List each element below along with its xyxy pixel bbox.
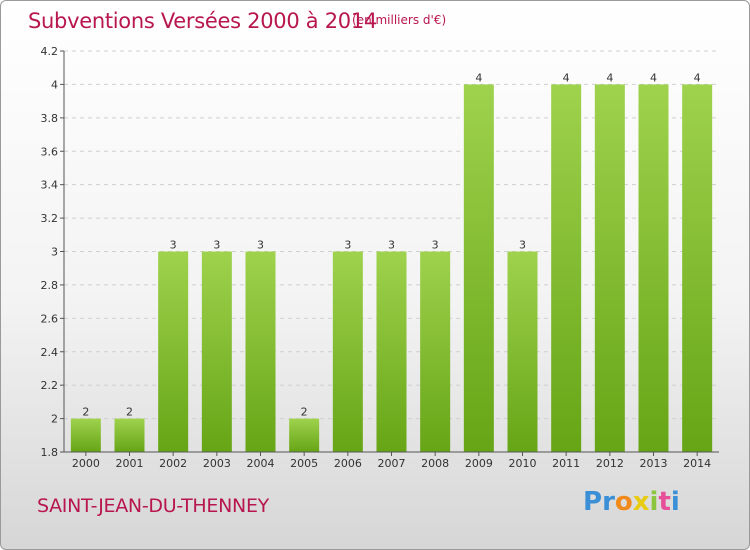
data-label: 2 (301, 406, 308, 419)
data-labels: 2 2 3 3 3 2 3 3 3 4 3 4 4 4 4 (82, 71, 700, 418)
logo-letter: i (649, 487, 659, 517)
data-label: 4 (475, 71, 482, 84)
x-axis-labels: 2000 2001 2002 2003 2004 2005 2006 2007 2008 2009… (72, 452, 711, 470)
data-label: 3 (257, 239, 264, 252)
proxiti-logo: Proxiti (583, 487, 680, 517)
data-label: 4 (606, 71, 613, 84)
bar (245, 251, 276, 452)
y-tick-label: 3.2 (41, 212, 59, 225)
logo-letter: o (614, 487, 633, 517)
chart-title: Subventions Versées 2000 à 2014 (28, 9, 377, 33)
bar (289, 418, 320, 452)
x-tick-label: 2010 (509, 457, 537, 470)
bar (638, 84, 669, 453)
x-tick-label: 2007 (378, 457, 406, 470)
logo-letter: x (632, 487, 650, 517)
bar (594, 84, 625, 453)
data-label: 3 (432, 239, 439, 252)
data-label: 4 (650, 71, 657, 84)
x-tick-label: 2013 (640, 457, 668, 470)
data-label: 2 (82, 406, 89, 419)
data-label: 2 (126, 406, 133, 419)
chart-unit: (en milliers d'€) (352, 13, 447, 27)
x-tick-label: 2004 (247, 457, 275, 470)
x-tick-label: 2003 (203, 457, 231, 470)
x-tick-label: 2008 (421, 457, 449, 470)
y-tick-label: 3.8 (41, 112, 59, 125)
bar (201, 251, 232, 452)
y-tick-label: 4 (51, 78, 58, 91)
bar (463, 84, 494, 453)
y-tick-label: 4.2 (41, 45, 59, 58)
x-tick-label: 2000 (72, 457, 100, 470)
bars (70, 84, 713, 453)
data-label: 3 (213, 239, 220, 252)
bar (551, 84, 582, 453)
logo-letter: t (658, 487, 671, 517)
x-tick-label: 2001 (116, 457, 144, 470)
x-tick-label: 2009 (465, 457, 493, 470)
x-tick-label: 2005 (290, 457, 318, 470)
y-tick-label: 1.8 (41, 446, 59, 459)
logo-letter: r (602, 487, 615, 517)
y-tick-label: 3.6 (41, 145, 59, 158)
bar (158, 251, 189, 452)
x-tick-label: 2006 (334, 457, 362, 470)
y-tick-label: 3 (51, 246, 58, 259)
bar (376, 251, 407, 452)
y-tick-label: 2.8 (41, 279, 59, 292)
bar (507, 251, 538, 452)
y-tick-label: 2.4 (41, 346, 59, 359)
y-tick-label: 2.6 (41, 312, 59, 325)
data-label: 3 (344, 239, 351, 252)
bar (682, 84, 713, 453)
y-tick-label: 2.2 (41, 379, 59, 392)
logo-letter: i (670, 487, 680, 517)
data-label: 3 (388, 239, 395, 252)
bar (420, 251, 451, 452)
y-tick-label: 3.4 (41, 179, 59, 192)
y-tick-label: 2 (51, 413, 58, 426)
bar (332, 251, 363, 452)
x-tick-label: 2012 (596, 457, 624, 470)
x-tick-label: 2014 (683, 457, 711, 470)
y-axis-labels: 1.8 2 2.2 2.4 2.6 2.8 3 3.2 3.4 3.6 3.8 4 4.2 (41, 45, 64, 459)
bar (114, 418, 145, 452)
x-tick-label: 2002 (159, 457, 187, 470)
place-name: SAINT-JEAN-DU-THENNEY (37, 495, 269, 517)
logo-letter: P (583, 487, 603, 517)
data-label: 3 (519, 239, 526, 252)
x-tick-label: 2011 (552, 457, 580, 470)
data-label: 3 (170, 239, 177, 252)
data-label: 4 (563, 71, 570, 84)
data-label: 4 (694, 71, 701, 84)
bar (70, 418, 101, 452)
